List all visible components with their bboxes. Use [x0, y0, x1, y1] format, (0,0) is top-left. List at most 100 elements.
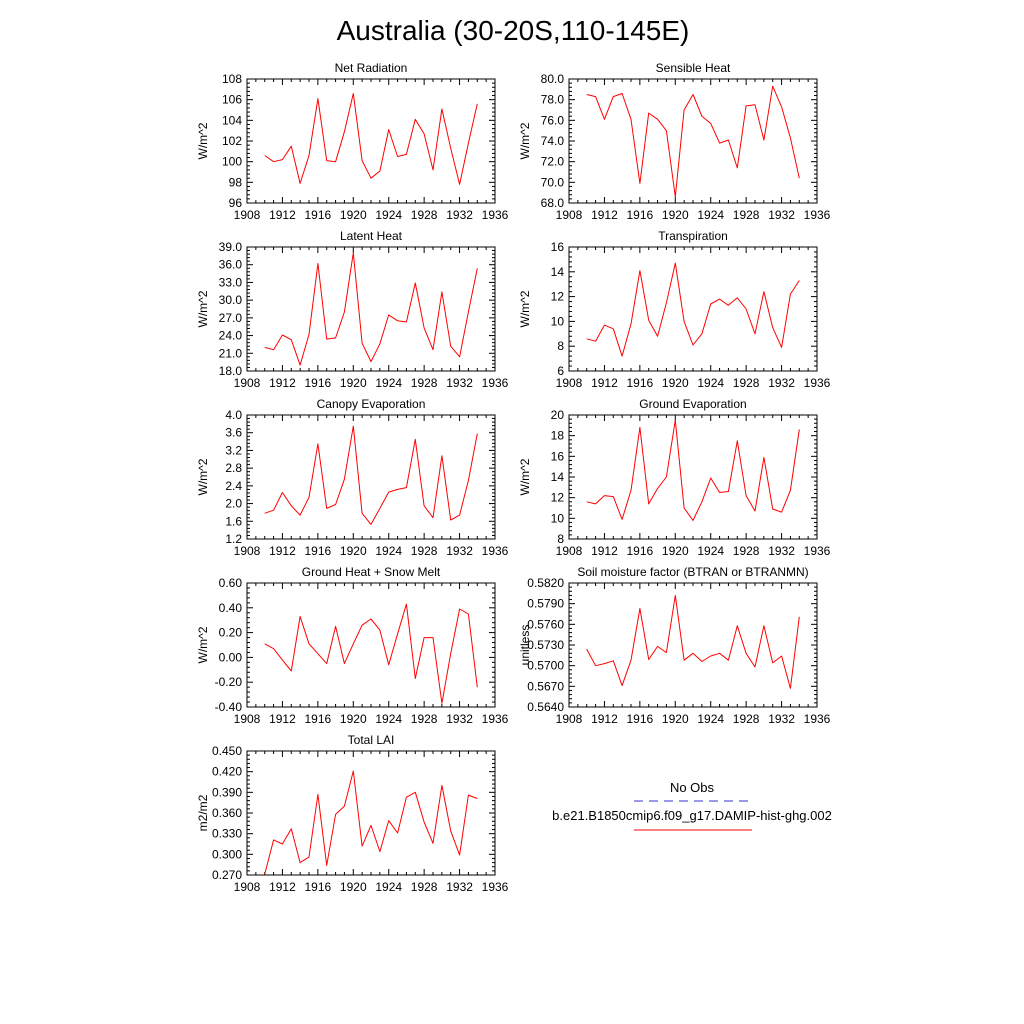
series-line: [586, 594, 800, 689]
y-tick-label: 0.270: [212, 868, 242, 882]
y-tick-label: 0.5640: [527, 700, 564, 714]
y-tick-label: 10: [551, 511, 565, 525]
x-tick-label: 1932: [768, 376, 795, 390]
y-tick-label: 0.60: [219, 576, 243, 590]
y-tick-label: 1.6: [225, 514, 242, 528]
x-tick-label: 1920: [662, 376, 689, 390]
x-tick-label: 1936: [804, 544, 831, 558]
x-tick-label: 1908: [234, 544, 261, 558]
panel-title: Canopy Evaporation: [317, 397, 426, 411]
x-tick-label: 1912: [269, 544, 296, 558]
y-tick-label: 0.5820: [527, 576, 564, 590]
y-tick-label: 24.0: [219, 329, 243, 343]
y-tick-label: 39.0: [219, 240, 243, 254]
y-tick-label: 0.300: [212, 847, 242, 861]
y-tick-label: 70.0: [541, 175, 565, 189]
x-tick-label: 1928: [733, 544, 760, 558]
y-axis-label: unitless: [518, 625, 532, 666]
chart-panel: Ground Heat + Snow Melt W/m^2 1908 1912 1916…: [196, 565, 509, 726]
y-tick-label: -0.20: [215, 675, 243, 689]
y-axis-label: W/m^2: [196, 626, 210, 663]
x-tick-label: 1928: [411, 712, 438, 726]
y-tick-label: 18: [551, 429, 565, 443]
y-tick-label: 8: [557, 339, 564, 353]
y-tick-label: 36.0: [219, 258, 243, 272]
x-tick-label: 1932: [446, 208, 473, 222]
chart-panel: Sensible Heat W/m^2 1908 1912 1916 1920 1924 19…: [518, 61, 831, 222]
y-tick-label: 20: [551, 408, 565, 422]
x-tick-label: 1920: [340, 208, 367, 222]
y-tick-label: 27.0: [219, 311, 243, 325]
y-axis-label: W/m^2: [518, 122, 532, 159]
x-tick-label: 1908: [234, 880, 261, 894]
chart-panel: Canopy Evaporation W/m^2 1908 1912 1916 1920 1…: [196, 397, 509, 558]
chart-panels: Net Radiation W/m^2 1908 1912 1916 1920 1924 19…: [196, 61, 831, 894]
x-tick-label: 1924: [375, 208, 402, 222]
y-tick-label: -0.40: [215, 700, 243, 714]
x-tick-label: 1924: [375, 880, 402, 894]
y-tick-label: 0.40: [219, 601, 243, 615]
x-tick-label: 1932: [446, 376, 473, 390]
x-tick-label: 1928: [411, 544, 438, 558]
plot-frame: [246, 78, 496, 204]
x-tick-label: 1916: [627, 544, 654, 558]
y-tick-label: 3.6: [225, 426, 242, 440]
series-line: [586, 85, 800, 198]
y-tick-label: 2.8: [225, 461, 242, 475]
x-tick-label: 1920: [662, 208, 689, 222]
panel-title: Total LAI: [348, 733, 395, 747]
x-tick-label: 1936: [482, 880, 509, 894]
x-tick-label: 1912: [591, 376, 618, 390]
x-tick-label: 1936: [482, 544, 509, 558]
panel-title: Latent Heat: [340, 229, 403, 243]
x-tick-label: 1920: [662, 712, 689, 726]
x-tick-label: 1920: [340, 376, 367, 390]
y-tick-label: 1.2: [225, 532, 242, 546]
y-tick-label: 0.360: [212, 806, 242, 820]
x-tick-label: 1924: [697, 544, 724, 558]
x-tick-label: 1936: [804, 376, 831, 390]
y-tick-label: 0.00: [219, 650, 243, 664]
panel-title: Transpiration: [658, 229, 728, 243]
panel-title: Soil moisture factor (BTRAN or BTRANMN): [577, 565, 808, 579]
plot-frame: [568, 78, 818, 204]
y-tick-label: 74.0: [541, 134, 565, 148]
x-tick-label: 1928: [411, 376, 438, 390]
y-tick-label: 16: [551, 240, 565, 254]
series-line: [586, 262, 800, 357]
x-tick-label: 1912: [591, 208, 618, 222]
plot-frame: [246, 414, 496, 540]
x-tick-label: 1936: [482, 712, 509, 726]
panel-title: Ground Evaporation: [639, 397, 746, 411]
x-tick-label: 1916: [305, 712, 332, 726]
y-tick-label: 0.5670: [527, 679, 564, 693]
y-tick-label: 0.5790: [527, 597, 564, 611]
legend-obs-label: No Obs: [670, 780, 715, 795]
x-tick-label: 1928: [411, 208, 438, 222]
legend: No Obs b.e21.B1850cmip6.f09_g17.DAMIP-hi…: [552, 780, 832, 831]
x-tick-label: 1912: [591, 712, 618, 726]
x-tick-label: 1908: [234, 712, 261, 726]
x-tick-label: 1908: [556, 544, 583, 558]
x-tick-label: 1928: [733, 376, 760, 390]
x-tick-label: 1912: [269, 208, 296, 222]
chart-panel: Ground Evaporation W/m^2 1908 1912 1916 1920 1…: [518, 397, 831, 558]
y-tick-label: 6: [557, 364, 564, 378]
series-line: [264, 770, 478, 875]
series-line: [264, 252, 478, 366]
legend-model-label: b.e21.B1850cmip6.f09_g17.DAMIP-hist-ghg.…: [552, 808, 832, 823]
x-tick-label: 1916: [305, 880, 332, 894]
x-tick-label: 1916: [627, 712, 654, 726]
x-tick-label: 1936: [804, 208, 831, 222]
x-tick-label: 1932: [768, 208, 795, 222]
y-tick-label: 108: [222, 72, 242, 86]
x-tick-label: 1924: [375, 544, 402, 558]
chart-panel: Soil moisture factor (BTRAN or BTRANMN) u…: [518, 565, 831, 726]
x-tick-label: 1924: [697, 712, 724, 726]
series-line: [264, 93, 478, 185]
plot-frame: [568, 246, 818, 372]
y-axis-label: W/m^2: [196, 290, 210, 327]
x-tick-label: 1928: [411, 880, 438, 894]
chart-panel: Latent Heat W/m^2 1908 1912 1916 1920 1924 1928…: [196, 229, 509, 390]
